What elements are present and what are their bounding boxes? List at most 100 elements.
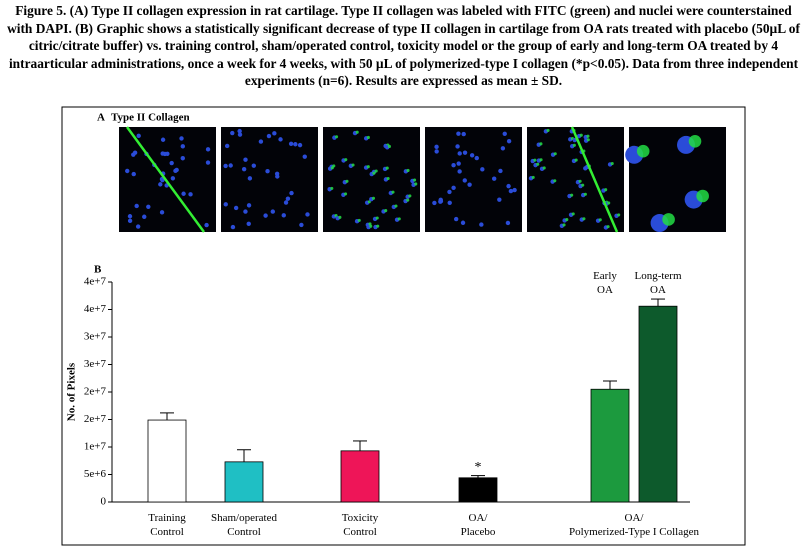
collagen-stain [586,134,590,138]
nucleus [497,197,502,202]
collagen-stain [570,193,574,197]
collagen-stain [375,216,379,220]
collagen-stain [391,190,395,194]
collagen-stain [338,215,342,219]
collagen-stain [586,138,590,142]
collagen-stain [366,165,370,169]
nucleus [462,150,468,155]
nucleus [432,200,437,206]
micrograph [221,127,318,232]
nucleus [132,150,138,155]
nucleus [204,222,209,228]
nucleus [162,151,168,157]
collagen-stain [572,143,576,147]
collagen-stain [579,133,583,137]
collagen-stain [335,135,339,139]
nucleus [270,209,276,214]
x-tick-label: Toxicity Control [342,512,379,538]
nucleus [180,156,185,161]
nucleus [491,176,497,181]
nucleus [434,144,439,150]
collagen-stain [406,168,410,172]
x-tick-label: OA/Placebo [461,512,496,538]
collagen-stain [345,179,349,183]
y-axis-label: No. of Pixels [66,362,78,421]
collagen-stain [351,163,355,167]
nucleus [293,142,298,147]
collagen-stain [371,196,376,200]
nucleus [205,160,211,165]
nucleus [237,128,242,134]
nucleus [447,200,452,205]
bar [458,477,498,503]
collagen-stain [604,188,608,192]
nucleus [180,144,186,149]
nucleus [457,169,462,174]
collagen-stain [376,224,380,228]
collagen-stain [539,142,543,146]
nucleus [297,142,303,148]
nucleus [453,216,459,222]
collagen-stain [553,179,557,183]
collagen-stain [385,166,389,170]
nucleus [125,168,130,174]
nucleus [289,190,294,196]
nucleus [160,137,166,142]
collagen-stain [553,152,557,156]
bar [340,450,380,503]
nucleus [243,157,248,162]
collagen-edge [125,126,206,233]
nucleus [512,187,517,193]
nucleus [246,221,251,226]
nucleus [179,136,184,141]
collagen-stain [357,218,361,222]
nucleus [451,185,456,190]
collagen-stain [583,192,587,196]
x-tick-label: Sham/operated Control [211,512,277,538]
nucleus [127,214,133,219]
nucleus [508,188,514,194]
nucleus [127,218,133,224]
y-tick-label: 3e+7 [84,331,107,343]
nucleus [241,166,247,172]
nucleus [228,163,233,168]
collagen-stain [344,158,348,162]
nucleus [159,210,165,215]
y-tick-label: 5e+6 [84,468,107,480]
nucleus [230,130,235,136]
micrographs [119,126,726,233]
collagen-stain [369,224,373,228]
collagen-stain [607,201,611,205]
collagen-stain [539,158,543,162]
collagen-stain [574,158,578,162]
nucleus [457,151,462,156]
nucleus [285,196,291,201]
collagen-stain [533,158,537,162]
y-tick-label: 2e+7 [84,413,107,425]
bar-group-label: Long-term OA [634,270,681,296]
panel-label: B [94,264,102,276]
nucleus [480,167,485,172]
collagen-edge [570,126,619,233]
nucleus [502,131,507,137]
collagen-stain [610,161,614,166]
collagen-stain [374,169,378,173]
nucleus [283,200,289,205]
collagen-stain [384,209,388,213]
nucleus [142,214,147,219]
micrograph [119,127,216,232]
nucleus [158,182,163,187]
nucleus [438,197,443,202]
nucleus [462,178,467,183]
nucleus [456,131,461,136]
nucleus [281,213,286,218]
collagen-stain [413,178,417,182]
collagen-stain [394,204,398,208]
nucleus [131,171,136,177]
nucleus [479,222,484,227]
nucleus [467,182,472,187]
collagen-stain [414,182,418,186]
nucleus [498,168,503,174]
nucleus [447,189,452,195]
